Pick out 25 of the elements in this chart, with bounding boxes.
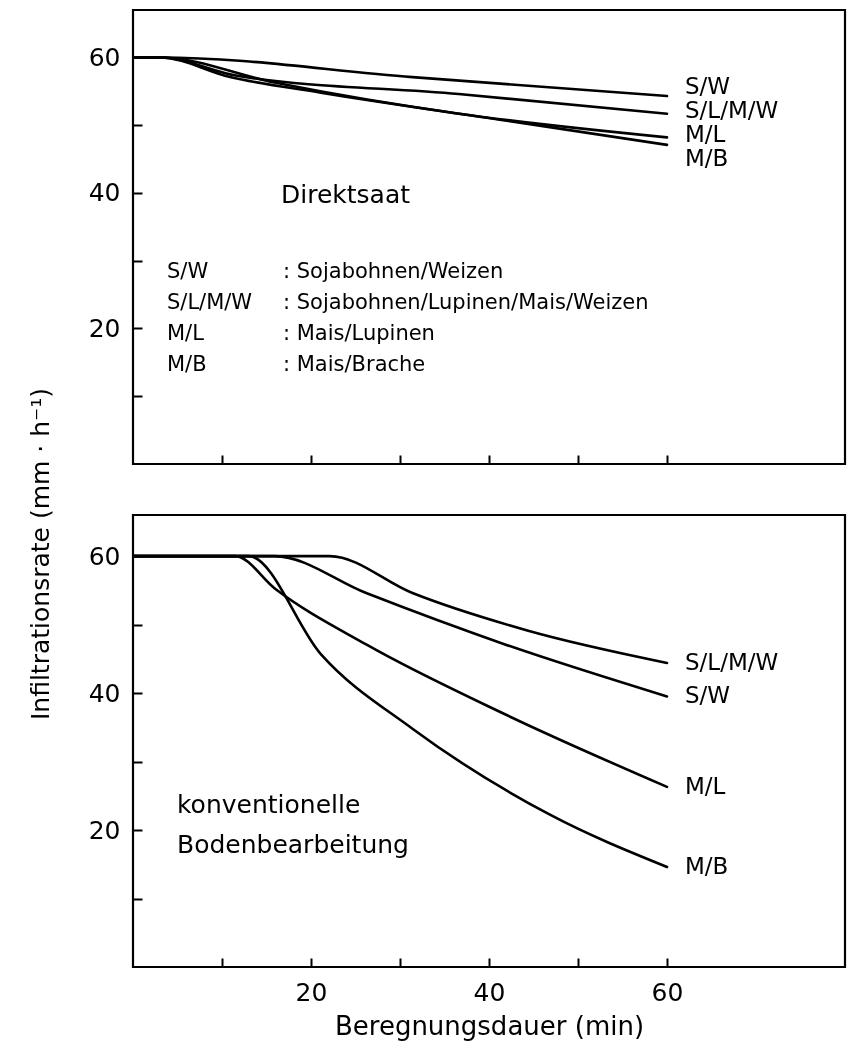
- series-label: S/W: [685, 72, 731, 99]
- y-tick-label: 20: [88, 313, 121, 343]
- y-tick-label: 40: [88, 678, 121, 708]
- x-axis-title: Beregnungsdauer (min): [334, 1010, 645, 1041]
- annotation: Direktsaat: [281, 180, 411, 209]
- text: S/W : Sojabohnen/Weizen: [167, 259, 504, 283]
- series-label: S/L/M/W: [685, 96, 779, 123]
- series-label: M/B: [685, 144, 729, 171]
- series-label: M/L: [685, 120, 726, 147]
- x-tick-label: 60: [651, 977, 684, 1007]
- x-tick-label: 40: [473, 977, 506, 1007]
- annotation: konventionelle Bodenbearbeitung: [177, 790, 409, 859]
- series-label: S/W: [685, 682, 731, 709]
- y-tick-label: 20: [88, 815, 121, 845]
- text: S/L/M/W : Sojabohnen/Lupinen/Mais/Weizen: [167, 290, 649, 314]
- text: M/L : Mais/Lupinen: [167, 321, 435, 345]
- y-tick-label: 60: [88, 42, 121, 72]
- series-label: M/L: [685, 772, 726, 799]
- text: M/B : Mais/Brache: [167, 352, 426, 376]
- y-tick-label: 60: [88, 541, 121, 571]
- y-tick-label: 40: [88, 178, 121, 208]
- series-label: M/B: [685, 853, 729, 880]
- series-label: S/L/M/W: [685, 648, 779, 675]
- x-tick-label: 20: [295, 977, 328, 1007]
- y-axis-title: Infiltrationsrate (mm · h⁻¹): [25, 387, 55, 721]
